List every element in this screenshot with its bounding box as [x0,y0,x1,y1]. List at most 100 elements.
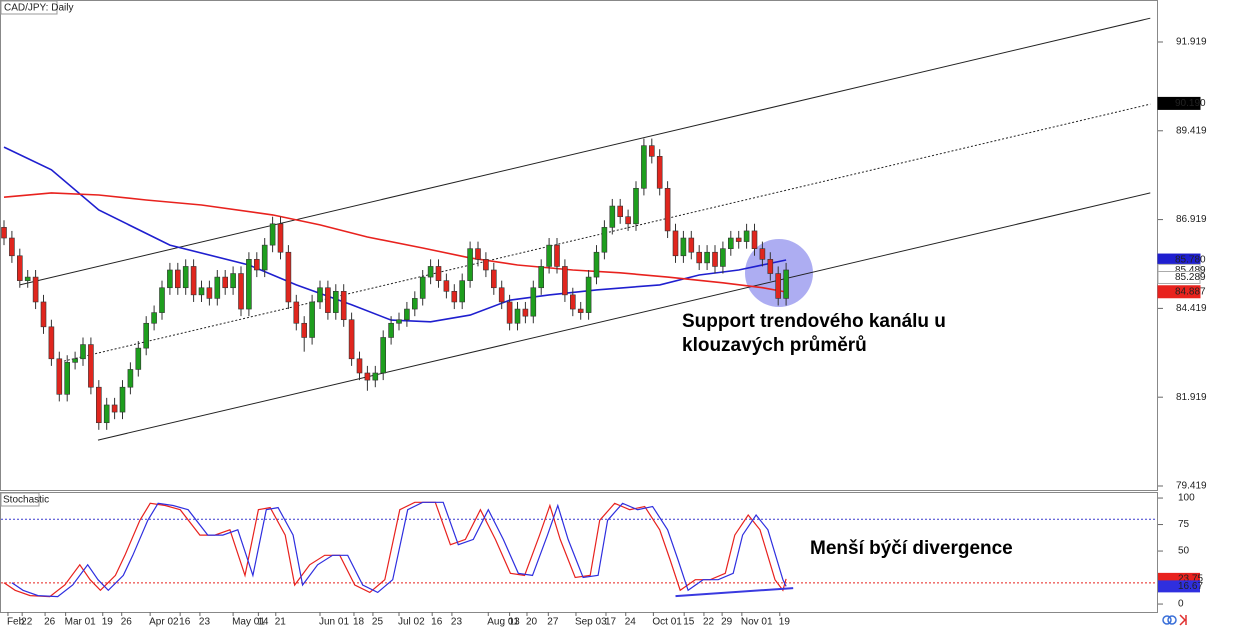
candle-body [562,266,568,296]
candle-body [459,280,466,303]
annotation: klouzavých průměrů [682,335,867,356]
candle-body [530,287,537,317]
candle-body [348,319,355,360]
candle-body [293,301,300,324]
candle-body [546,244,552,267]
divergence-line [675,587,794,598]
candle-body [40,301,47,328]
x-tick-label: 25 [372,617,384,628]
toolbar-icons[interactable] [1162,614,1187,626]
trend-line [97,192,1151,441]
candle-body [601,227,608,253]
x-tick-label: 26 [44,617,56,628]
candle-body [16,255,23,281]
x-tick-label: 17 [605,617,617,628]
candle-body [648,145,655,157]
candle-body [325,287,331,313]
candle-body [506,301,513,324]
candle-body [641,145,647,189]
candle-body [435,266,442,281]
candle-body [593,251,600,278]
candle-body [451,291,458,303]
x-tick-label: May 01 [232,617,265,628]
candle-body [664,187,671,232]
x-tick-label: 16 [179,617,191,628]
y-tick-label: 91.919 [1176,37,1207,48]
candle-body [688,237,695,253]
x-tick-label: 27 [547,617,559,628]
value-label: 16.67 [1178,581,1203,592]
y-tick-label: 79.419 [1176,481,1207,492]
candle-body [254,259,260,271]
candle-body [475,248,481,260]
moving-average [3,192,787,293]
candle-body [735,237,742,242]
x-tick-label: 18 [353,617,365,628]
y-tick-label: 84.419 [1176,303,1207,314]
x-tick-label: Apr 02 [149,617,179,628]
candle-body [633,187,639,225]
stochastic-line [11,501,787,598]
y-tick-label: 100 [1178,493,1195,504]
candle-body [1,227,7,239]
x-tick-label: 21 [275,617,287,628]
candle-body [712,251,718,267]
candle-body [340,291,347,321]
candle-body [427,266,434,278]
candle-body [151,312,157,324]
candle-body [127,369,134,388]
candle-body [246,259,252,310]
trend-line [19,17,1151,286]
candle-body [554,244,560,267]
x-tick-label: 14 [257,617,269,628]
x-tick-label: Feb [7,617,25,628]
y-tick-label: 86.919 [1176,214,1207,225]
candle-body [309,301,315,338]
main-panel [0,0,1158,491]
candle-body [103,404,110,424]
x-tick-label: 20 [526,617,538,628]
candle-body [96,386,102,424]
candle-body [672,230,679,257]
link-icon[interactable] [1167,615,1177,625]
x-tick-label: Aug 01 [487,617,519,628]
candle-body [332,291,339,313]
candle-body [372,372,379,381]
candle-body [206,287,213,299]
stochastic-line [3,501,787,598]
candle-body [190,266,197,296]
candle-body [483,259,489,271]
value-label: 23.75 [1178,574,1203,585]
candle-body [143,322,149,349]
stochastic-panel [0,492,1158,613]
candle-body [48,326,55,360]
x-tick-label: Jul 02 [398,617,425,628]
candle-body [783,269,789,299]
candle-body [261,244,268,271]
y-tick-label: 0 [1178,599,1184,610]
candle-body [696,251,703,264]
link-icon[interactable] [1162,615,1172,625]
candle-body [759,248,766,260]
candle-body [230,273,236,289]
candle-body [680,237,687,257]
candle-body [214,276,221,299]
price-label: 85.780 [1175,255,1206,266]
scroll-icon[interactable] [1179,614,1187,626]
annotation: Support trendového kanálu u [682,311,946,332]
candle-body [285,251,292,303]
candle-body [617,205,624,218]
candle-body [64,362,70,395]
candle-body [388,322,394,338]
y-tick-label: 50 [1178,546,1190,557]
candle-body [167,269,173,289]
x-tick-label: 29 [721,617,733,628]
price-label-box [1157,270,1201,284]
candle-body [538,266,545,289]
price-label: 85.489 [1175,265,1206,276]
candle-body [119,386,126,413]
candle-body [625,216,631,225]
value-label-box [1158,580,1200,593]
